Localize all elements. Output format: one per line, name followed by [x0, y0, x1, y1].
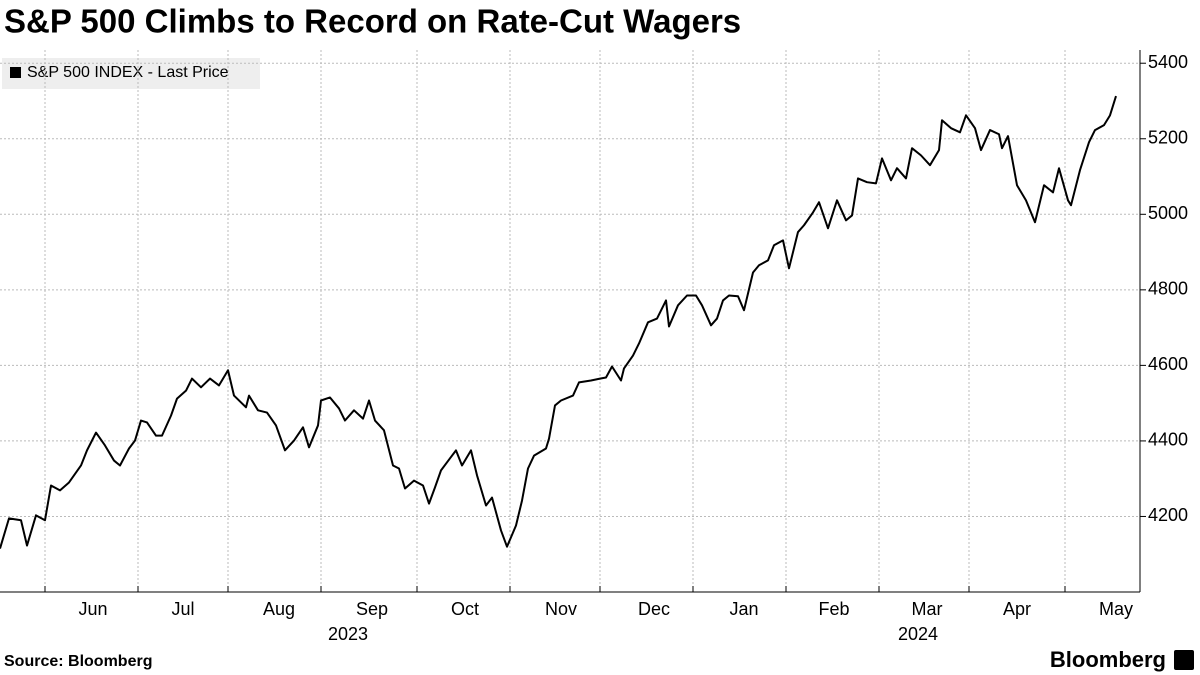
- x-tick-label: Apr: [1003, 599, 1031, 619]
- source: Source: Bloomberg: [4, 653, 152, 670]
- year-label: 2023: [328, 624, 368, 644]
- x-tick-label: Nov: [545, 599, 577, 619]
- x-tick-label: Jan: [729, 599, 758, 619]
- brand: Bloomberg: [1050, 647, 1166, 672]
- x-tick-label: Aug: [263, 599, 295, 619]
- y-tick-label: 4800: [1148, 279, 1188, 299]
- legend-label: S&P 500 INDEX - Last Price: [27, 64, 229, 81]
- x-tick-label: May: [1099, 599, 1133, 619]
- x-tick-label: Jun: [78, 599, 107, 619]
- year-label: 2024: [898, 624, 938, 644]
- legend-swatch: [10, 67, 21, 78]
- x-tick-label: Jul: [171, 599, 194, 619]
- x-tick-label: Sep: [356, 599, 388, 619]
- y-tick-label: 5200: [1148, 128, 1188, 148]
- brand-icon: [1174, 650, 1194, 670]
- y-tick-label: 4200: [1148, 505, 1188, 525]
- chart-title: S&P 500 Climbs to Record on Rate-Cut Wag…: [4, 3, 741, 40]
- y-tick-label: 4400: [1148, 430, 1188, 450]
- x-tick-label: Feb: [818, 599, 849, 619]
- x-tick-label: Dec: [638, 599, 670, 619]
- y-tick-label: 5400: [1148, 52, 1188, 72]
- x-tick-label: Oct: [451, 599, 479, 619]
- price-line: [0, 95, 1117, 549]
- y-tick-label: 4600: [1148, 354, 1188, 374]
- x-tick-label: Mar: [912, 599, 943, 619]
- y-tick-label: 5000: [1148, 203, 1188, 223]
